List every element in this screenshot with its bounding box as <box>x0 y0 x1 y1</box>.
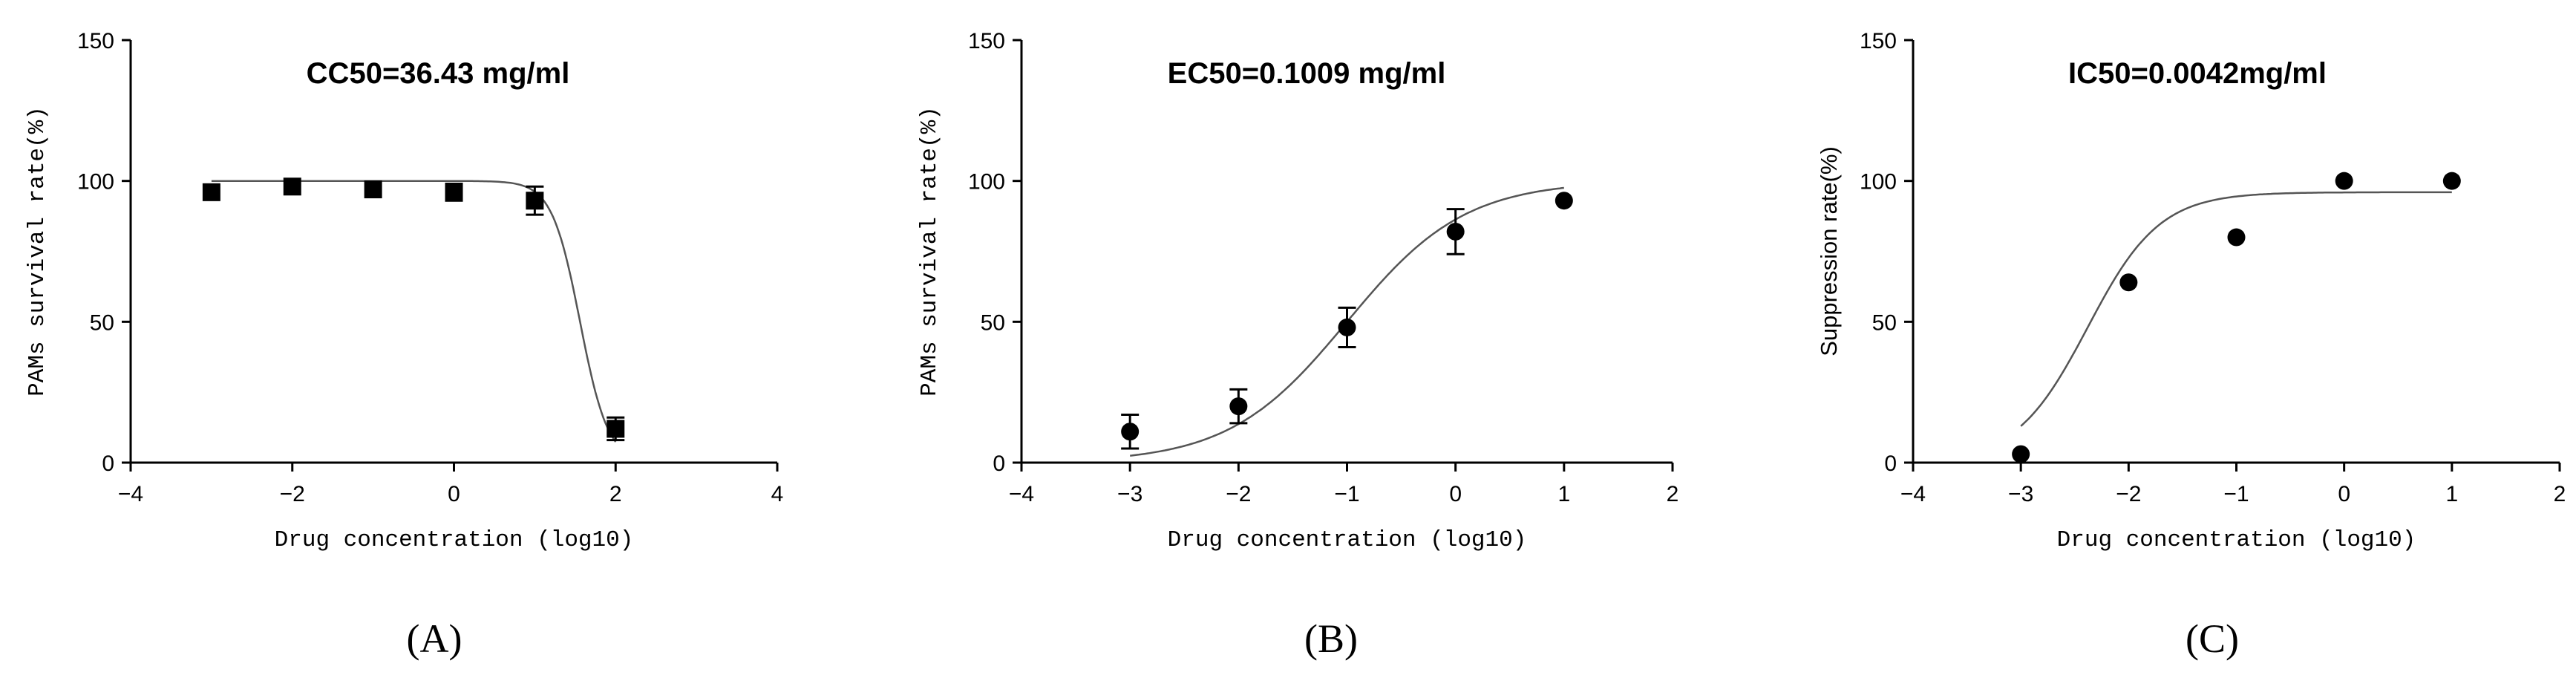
y-axis-title: PAMs survival rate(%) <box>24 106 50 397</box>
y-axis-title: Suppression rate(%) <box>1816 146 1842 356</box>
data-point <box>1338 318 1356 336</box>
panel-label: (B) <box>1304 616 1358 661</box>
chart-title: CC50=36.43 mg/ml <box>307 57 570 90</box>
x-tick-label: −2 <box>2116 482 2141 506</box>
x-tick-label: −3 <box>1117 482 1142 506</box>
x-tick-label: 0 <box>1449 482 1462 506</box>
fit-curve <box>211 180 617 443</box>
x-axis-title: Drug concentration (log10) <box>1168 527 1527 553</box>
data-point <box>364 180 382 199</box>
data-point <box>2119 273 2138 292</box>
data-point <box>526 192 544 210</box>
x-tick-label: −3 <box>2008 482 2033 506</box>
x-tick-label: 0 <box>448 482 460 506</box>
x-tick-label: 1 <box>2445 482 2458 506</box>
x-tick-label: −2 <box>1226 482 1251 506</box>
x-tick-label: 4 <box>771 482 784 506</box>
y-tick-label: 150 <box>1860 29 1897 53</box>
y-tick-label: 100 <box>1860 170 1897 195</box>
x-tick-label: −4 <box>1009 482 1034 506</box>
y-tick-label: 50 <box>981 310 1005 335</box>
panel-label: (A) <box>407 616 462 661</box>
y-tick-label: 100 <box>968 170 1005 195</box>
x-axis-title: Drug concentration (log10) <box>275 527 634 553</box>
x-tick-label: 0 <box>2338 482 2350 506</box>
data-point <box>2335 172 2353 190</box>
panel-2: 0 50 100 150 −4 −3 −2 −1 0 1 2 EC50=0.1009 mg/ml Dru… <box>917 29 1678 661</box>
data-point <box>1446 222 1465 241</box>
x-tick-label: 1 <box>1557 482 1570 506</box>
x-tick-label: −1 <box>1334 482 1359 506</box>
y-tick-label: 0 <box>993 451 1005 476</box>
y-tick-label: 0 <box>1884 451 1897 476</box>
panel-label: (C) <box>2186 616 2239 661</box>
data-point <box>445 183 463 201</box>
y-tick-label: 0 <box>102 451 114 476</box>
y-tick-label: 150 <box>968 29 1005 53</box>
data-point <box>202 183 220 201</box>
fit-curve <box>2020 191 2452 427</box>
data-point <box>607 420 625 438</box>
chart-title: IC50=0.0042mg/ml <box>2068 57 2327 90</box>
x-tick-label: −4 <box>118 482 143 506</box>
x-tick-label: 2 <box>609 482 622 506</box>
x-tick-label: −2 <box>280 482 305 506</box>
x-tick-label: −4 <box>1900 482 1926 506</box>
data-point <box>1555 192 1573 210</box>
data-point <box>1121 423 1140 441</box>
x-tick-label: −1 <box>2223 482 2249 506</box>
x-axis-title: Drug concentration (log10) <box>2057 527 2416 553</box>
y-tick-label: 50 <box>1872 310 1897 335</box>
data-point <box>2442 172 2461 190</box>
data-point <box>283 177 301 196</box>
y-tick-label: 150 <box>77 29 114 53</box>
panel-3: 0 50 100 150 −4 −3 −2 −1 0 1 2 IC50=0.0042mg/ml Drug… <box>1816 29 2566 661</box>
x-tick-label: 2 <box>1667 482 1679 506</box>
y-tick-label: 100 <box>77 170 114 195</box>
y-axis-title: PAMs survival rate(%) <box>917 106 943 397</box>
data-point <box>2227 228 2246 247</box>
data-point <box>2012 445 2030 463</box>
x-tick-label: 2 <box>2554 482 2566 506</box>
y-tick-label: 50 <box>90 310 114 335</box>
panel-1: 0 50 100 150 −4 −2 0 2 4 CC50=36.43 mg/ml Drug con… <box>24 29 783 661</box>
data-point <box>1229 397 1248 416</box>
chart-title: EC50=0.1009 mg/ml <box>1168 57 1446 90</box>
